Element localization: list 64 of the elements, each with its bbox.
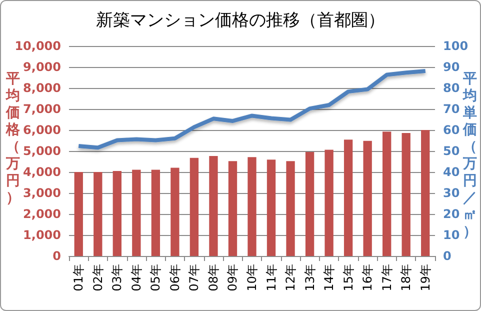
x-tick-label: 08年 bbox=[206, 264, 220, 292]
x-tick-label: 13年 bbox=[302, 264, 317, 292]
x-tick-label: 05年 bbox=[148, 264, 163, 292]
y2-tick-label: 70 bbox=[443, 102, 460, 116]
x-tick-label: 10年 bbox=[245, 264, 259, 292]
y-tick-label: 2,000 bbox=[23, 207, 61, 221]
y2-tick-label: 40 bbox=[443, 165, 460, 179]
y-tick-label: 3,000 bbox=[23, 186, 61, 200]
bar bbox=[421, 130, 430, 256]
y2-tick-label: 80 bbox=[443, 81, 460, 95]
y2-tick-label: 90 bbox=[443, 60, 460, 74]
x-tick-label: 03年 bbox=[110, 264, 124, 292]
bar bbox=[324, 150, 334, 256]
bar bbox=[112, 170, 122, 256]
y-tick-label: 1,000 bbox=[23, 228, 61, 242]
bar bbox=[74, 172, 83, 256]
x-tick-label: 02年 bbox=[90, 264, 105, 292]
y2-tick-label: 0 bbox=[443, 249, 452, 263]
bar bbox=[209, 156, 218, 256]
y-tick-label: 5,000 bbox=[23, 144, 61, 158]
line-series bbox=[76, 68, 428, 150]
x-tick-label: 11年 bbox=[264, 264, 278, 292]
y2-tick-label: 100 bbox=[443, 39, 468, 53]
y2-tick-label: 50 bbox=[443, 144, 460, 158]
y-tick-label: 4,000 bbox=[23, 165, 61, 179]
y-tick-label: 10,000 bbox=[14, 39, 61, 53]
y2-tick-label: 10 bbox=[443, 228, 460, 242]
bar bbox=[382, 132, 392, 256]
x-tick-label: 19年 bbox=[418, 264, 432, 292]
y-tick-label: 9,000 bbox=[23, 60, 61, 74]
y-tick-label: 8,000 bbox=[23, 81, 61, 95]
bar bbox=[248, 157, 256, 256]
bar bbox=[402, 132, 410, 256]
x-tick-label: 17年 bbox=[380, 264, 394, 292]
bar bbox=[132, 170, 141, 256]
text: 平均単価（万円／㎡） bbox=[463, 71, 477, 240]
y2-tick-label: 30 bbox=[443, 186, 460, 200]
x-tick-label: 07年 bbox=[187, 264, 202, 292]
x-tick-label: 06年 bbox=[168, 264, 182, 292]
bar bbox=[94, 172, 102, 256]
x-tick-label: 14年 bbox=[322, 264, 336, 292]
x-tick-label: 18年 bbox=[399, 264, 414, 292]
y-tick-label: 7,000 bbox=[23, 102, 61, 116]
y-tick-label: 6,000 bbox=[23, 123, 61, 137]
y-axis-title: 平均価格（万円） bbox=[5, 71, 21, 207]
y-tick-label: 0 bbox=[52, 249, 61, 263]
x-tick-label: 12年 bbox=[284, 264, 298, 292]
x-tick-label: 09年 bbox=[226, 264, 240, 292]
bar bbox=[363, 140, 372, 256]
y2-tick-label: 60 bbox=[443, 123, 460, 137]
x-tick-label: 15年 bbox=[341, 264, 356, 292]
chart-title: 新築マンション価格の推移（首都圏） bbox=[96, 10, 385, 30]
bar bbox=[286, 161, 295, 256]
bar bbox=[266, 160, 276, 256]
y2-tick-label: 20 bbox=[443, 207, 460, 221]
bar bbox=[190, 158, 199, 256]
x-tick-label: 01年 bbox=[72, 264, 86, 292]
bar bbox=[170, 168, 180, 256]
x-tick-label: 16年 bbox=[360, 264, 375, 292]
x-tick-label: 04年 bbox=[129, 264, 144, 292]
bar bbox=[344, 140, 353, 256]
bar bbox=[305, 152, 314, 256]
bar bbox=[151, 170, 160, 256]
bar bbox=[228, 161, 238, 256]
